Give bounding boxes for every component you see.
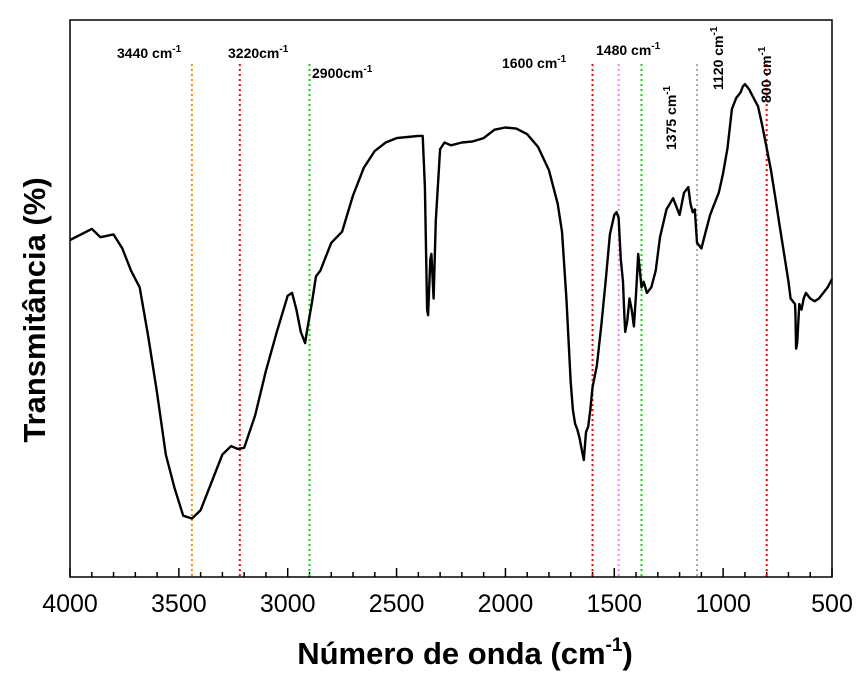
annotation-label: 3440 cm-1: [117, 44, 182, 61]
annotation-label-text: 3220cm: [228, 45, 279, 61]
annotation-label-sup: -1: [557, 54, 566, 65]
x-tick-label: 2500: [369, 590, 425, 618]
annotation-label-sup: -1: [363, 64, 372, 75]
annotation-label-text: 1375 cm: [663, 95, 679, 150]
annotation-label-sup: -1: [651, 41, 660, 52]
x-tick-label: 1000: [695, 590, 751, 618]
x-tick-label: 500: [811, 590, 853, 618]
x-axis-title-sup: -1: [606, 635, 623, 656]
annotation-label-sup: -1: [709, 26, 720, 35]
annotation-label-text: 1480 cm: [596, 42, 651, 58]
annotation-label-text: 3440 cm: [117, 45, 172, 61]
annotation-label-sup: -1: [279, 44, 288, 55]
x-ticks: [69, 568, 833, 577]
x-axis-title: Número de onda (cm-1): [297, 635, 633, 671]
annotation-lines: [190, 64, 768, 577]
x-tick-label: 3000: [260, 590, 316, 618]
annotation-label-text: 2900cm: [312, 65, 363, 81]
annotation-label: 3220cm-1: [228, 44, 289, 61]
x-tick-label: 1500: [586, 590, 642, 618]
annotation-label: 1600 cm-1: [502, 54, 567, 71]
annotation-label-text: 1600 cm: [502, 55, 557, 71]
annotation-label-text: 1120 cm: [710, 36, 726, 91]
annotation-label-sup: -1: [662, 85, 673, 94]
annotation-label: 2900cm-1: [312, 64, 373, 81]
x-tick-label: 2000: [478, 590, 534, 618]
annotation-label: 800 cm-1: [757, 46, 774, 103]
annotation-label-sup: -1: [757, 46, 768, 55]
annotation-label: 1480 cm-1: [596, 41, 661, 58]
y-axis-title: Transmitância (%): [17, 177, 52, 442]
x-axis-title-main: Número de onda (cm: [297, 636, 605, 671]
annotation-label-text: 800 cm: [758, 56, 774, 103]
series-line: [69, 82, 834, 520]
x-tick-label: 4000: [42, 590, 98, 618]
x-axis-title-suffix: ): [622, 636, 632, 671]
x-tick-labels: 4000 3500 3000 2500 2000 1500 1000 500: [42, 590, 853, 618]
annotation-label-sup: -1: [172, 44, 181, 55]
annotation-label: 1120 cm-1: [709, 26, 726, 90]
x-tick-label: 3500: [151, 590, 207, 618]
plot-frame: [69, 19, 833, 578]
annotation-label: 1375 cm-1: [662, 85, 679, 150]
